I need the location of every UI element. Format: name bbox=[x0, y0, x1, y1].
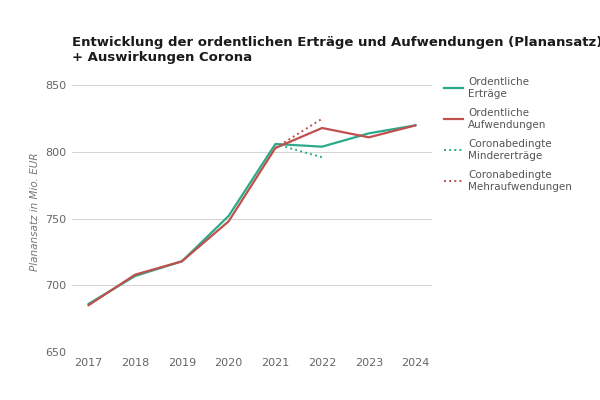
Y-axis label: Planansatz in Mio. EUR: Planansatz in Mio. EUR bbox=[30, 153, 40, 271]
Legend: Ordentliche
Erträge, Ordentliche
Aufwendungen, Coronabedingte
Mindererträge, Cor: Ordentliche Erträge, Ordentliche Aufwend… bbox=[445, 77, 572, 192]
Text: Entwicklung der ordentlichen Erträge und Aufwendungen (Planansatz)
+ Auswirkunge: Entwicklung der ordentlichen Erträge und… bbox=[72, 36, 600, 64]
